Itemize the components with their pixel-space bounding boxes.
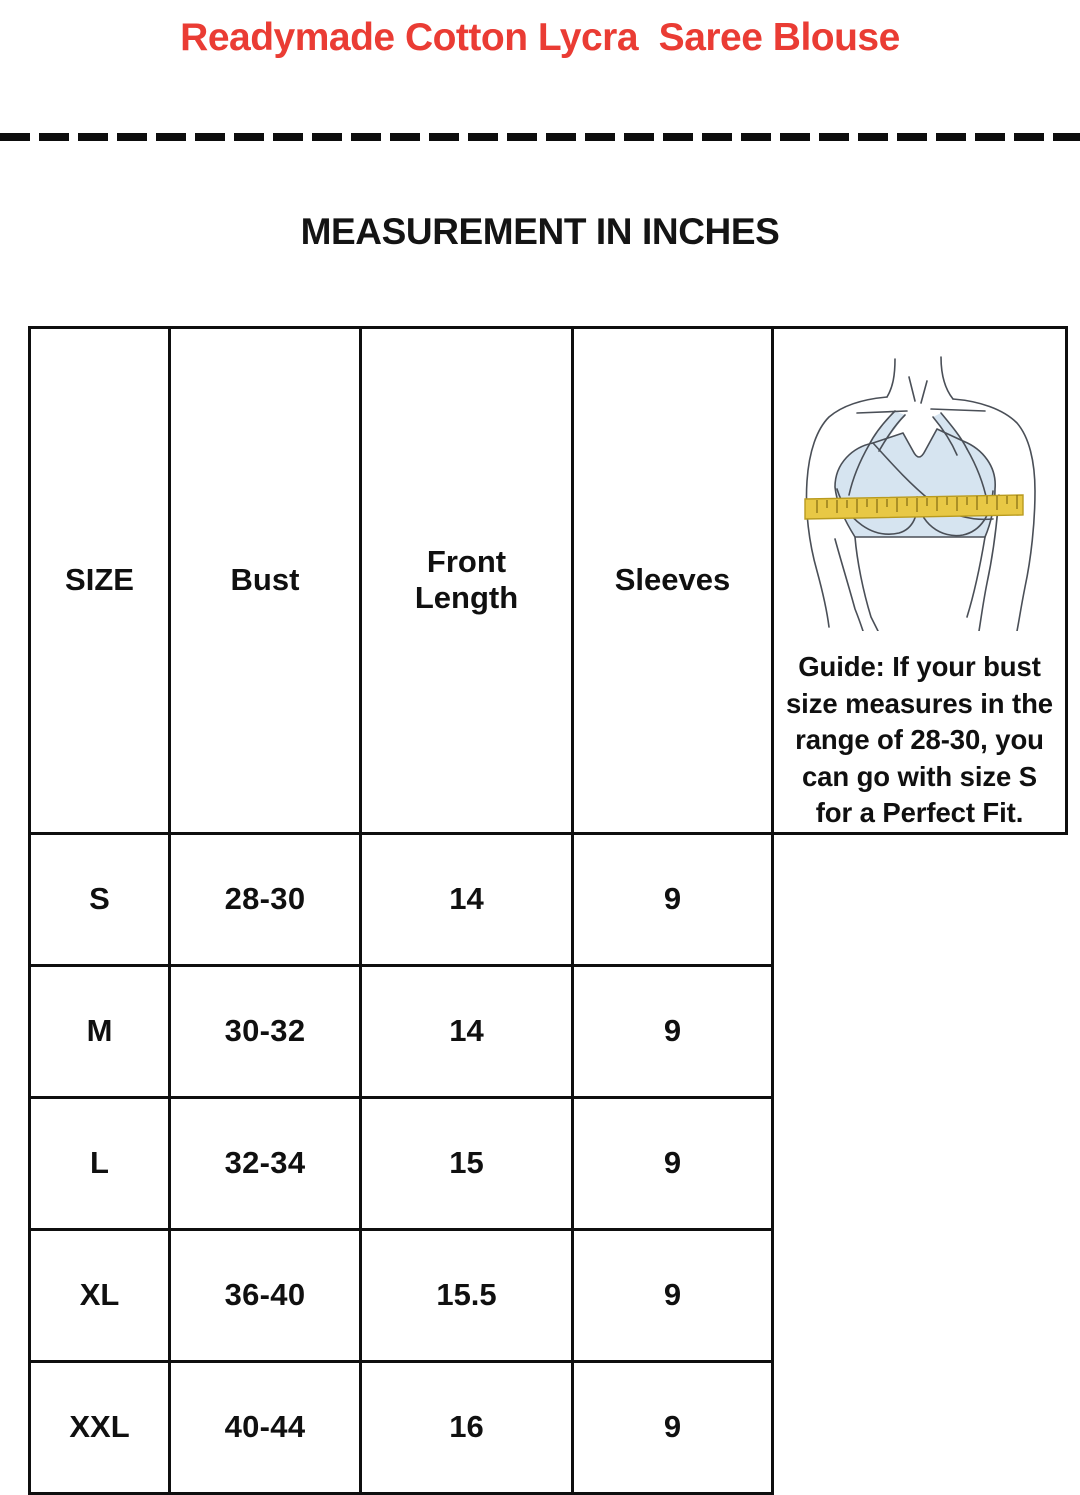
cell-bust: 36-40 xyxy=(168,1227,362,1363)
cell-size: S xyxy=(28,831,171,967)
cell-bust: 40-44 xyxy=(168,1359,362,1495)
guide-column: Guide: If your bust size measures in the… xyxy=(771,326,1068,835)
column-header-front-length-line2: Length xyxy=(414,580,519,616)
column-header-bust: Bust xyxy=(168,326,362,835)
column-header-sleeves: Sleeves xyxy=(571,326,774,835)
cell-sleeves: 9 xyxy=(571,963,774,1099)
table-row: M 30-32 14 9 xyxy=(28,963,1067,1099)
cell-size: XXL xyxy=(28,1359,171,1495)
table-row: XXL 40-44 16 9 xyxy=(28,1359,1067,1495)
bust-measurement-illustration xyxy=(803,356,1036,631)
cell-front-length: 15.5 xyxy=(359,1227,574,1363)
dashed-divider xyxy=(0,133,1080,141)
cell-sleeves: 9 xyxy=(571,1359,774,1495)
table-header-row: SIZE Bust Front Length Sleeves xyxy=(28,326,1068,835)
cell-front-length: 14 xyxy=(359,963,574,1099)
column-header-size: SIZE xyxy=(28,326,171,835)
cell-size: L xyxy=(28,1095,171,1231)
measuring-tape-icon xyxy=(803,494,1024,520)
cell-bust: 28-30 xyxy=(168,831,362,967)
size-chart-container: SIZE Bust Front Length Sleeves xyxy=(28,326,1068,1495)
cell-bust: 32-34 xyxy=(168,1095,362,1231)
column-header-front-length-line1: Front xyxy=(426,543,507,579)
column-header-front-length: Front Length xyxy=(359,326,574,835)
cell-front-length: 14 xyxy=(359,831,574,967)
table-row: S 28-30 14 9 xyxy=(28,831,1067,967)
cell-sleeves: 9 xyxy=(571,1227,774,1363)
cell-sleeves: 9 xyxy=(571,831,774,967)
table-row: L 32-34 15 9 xyxy=(28,1095,1067,1231)
section-heading: MEASUREMENT IN INCHES xyxy=(300,211,780,252)
table-row: XL 36-40 15.5 9 xyxy=(28,1227,1067,1363)
guide-text: Guide: If your bust size measures in the… xyxy=(785,651,1053,829)
size-chart-table: SIZE Bust Front Length Sleeves xyxy=(28,326,1068,1495)
cell-size: XL xyxy=(28,1227,171,1363)
cell-size: M xyxy=(28,963,171,1099)
cell-bust: 30-32 xyxy=(168,963,362,1099)
cell-front-length: 16 xyxy=(359,1359,574,1495)
cell-front-length: 15 xyxy=(359,1095,574,1231)
page-title: Readymade Cotton Lycra Saree Blouse xyxy=(180,16,900,59)
cell-sleeves: 9 xyxy=(571,1095,774,1231)
